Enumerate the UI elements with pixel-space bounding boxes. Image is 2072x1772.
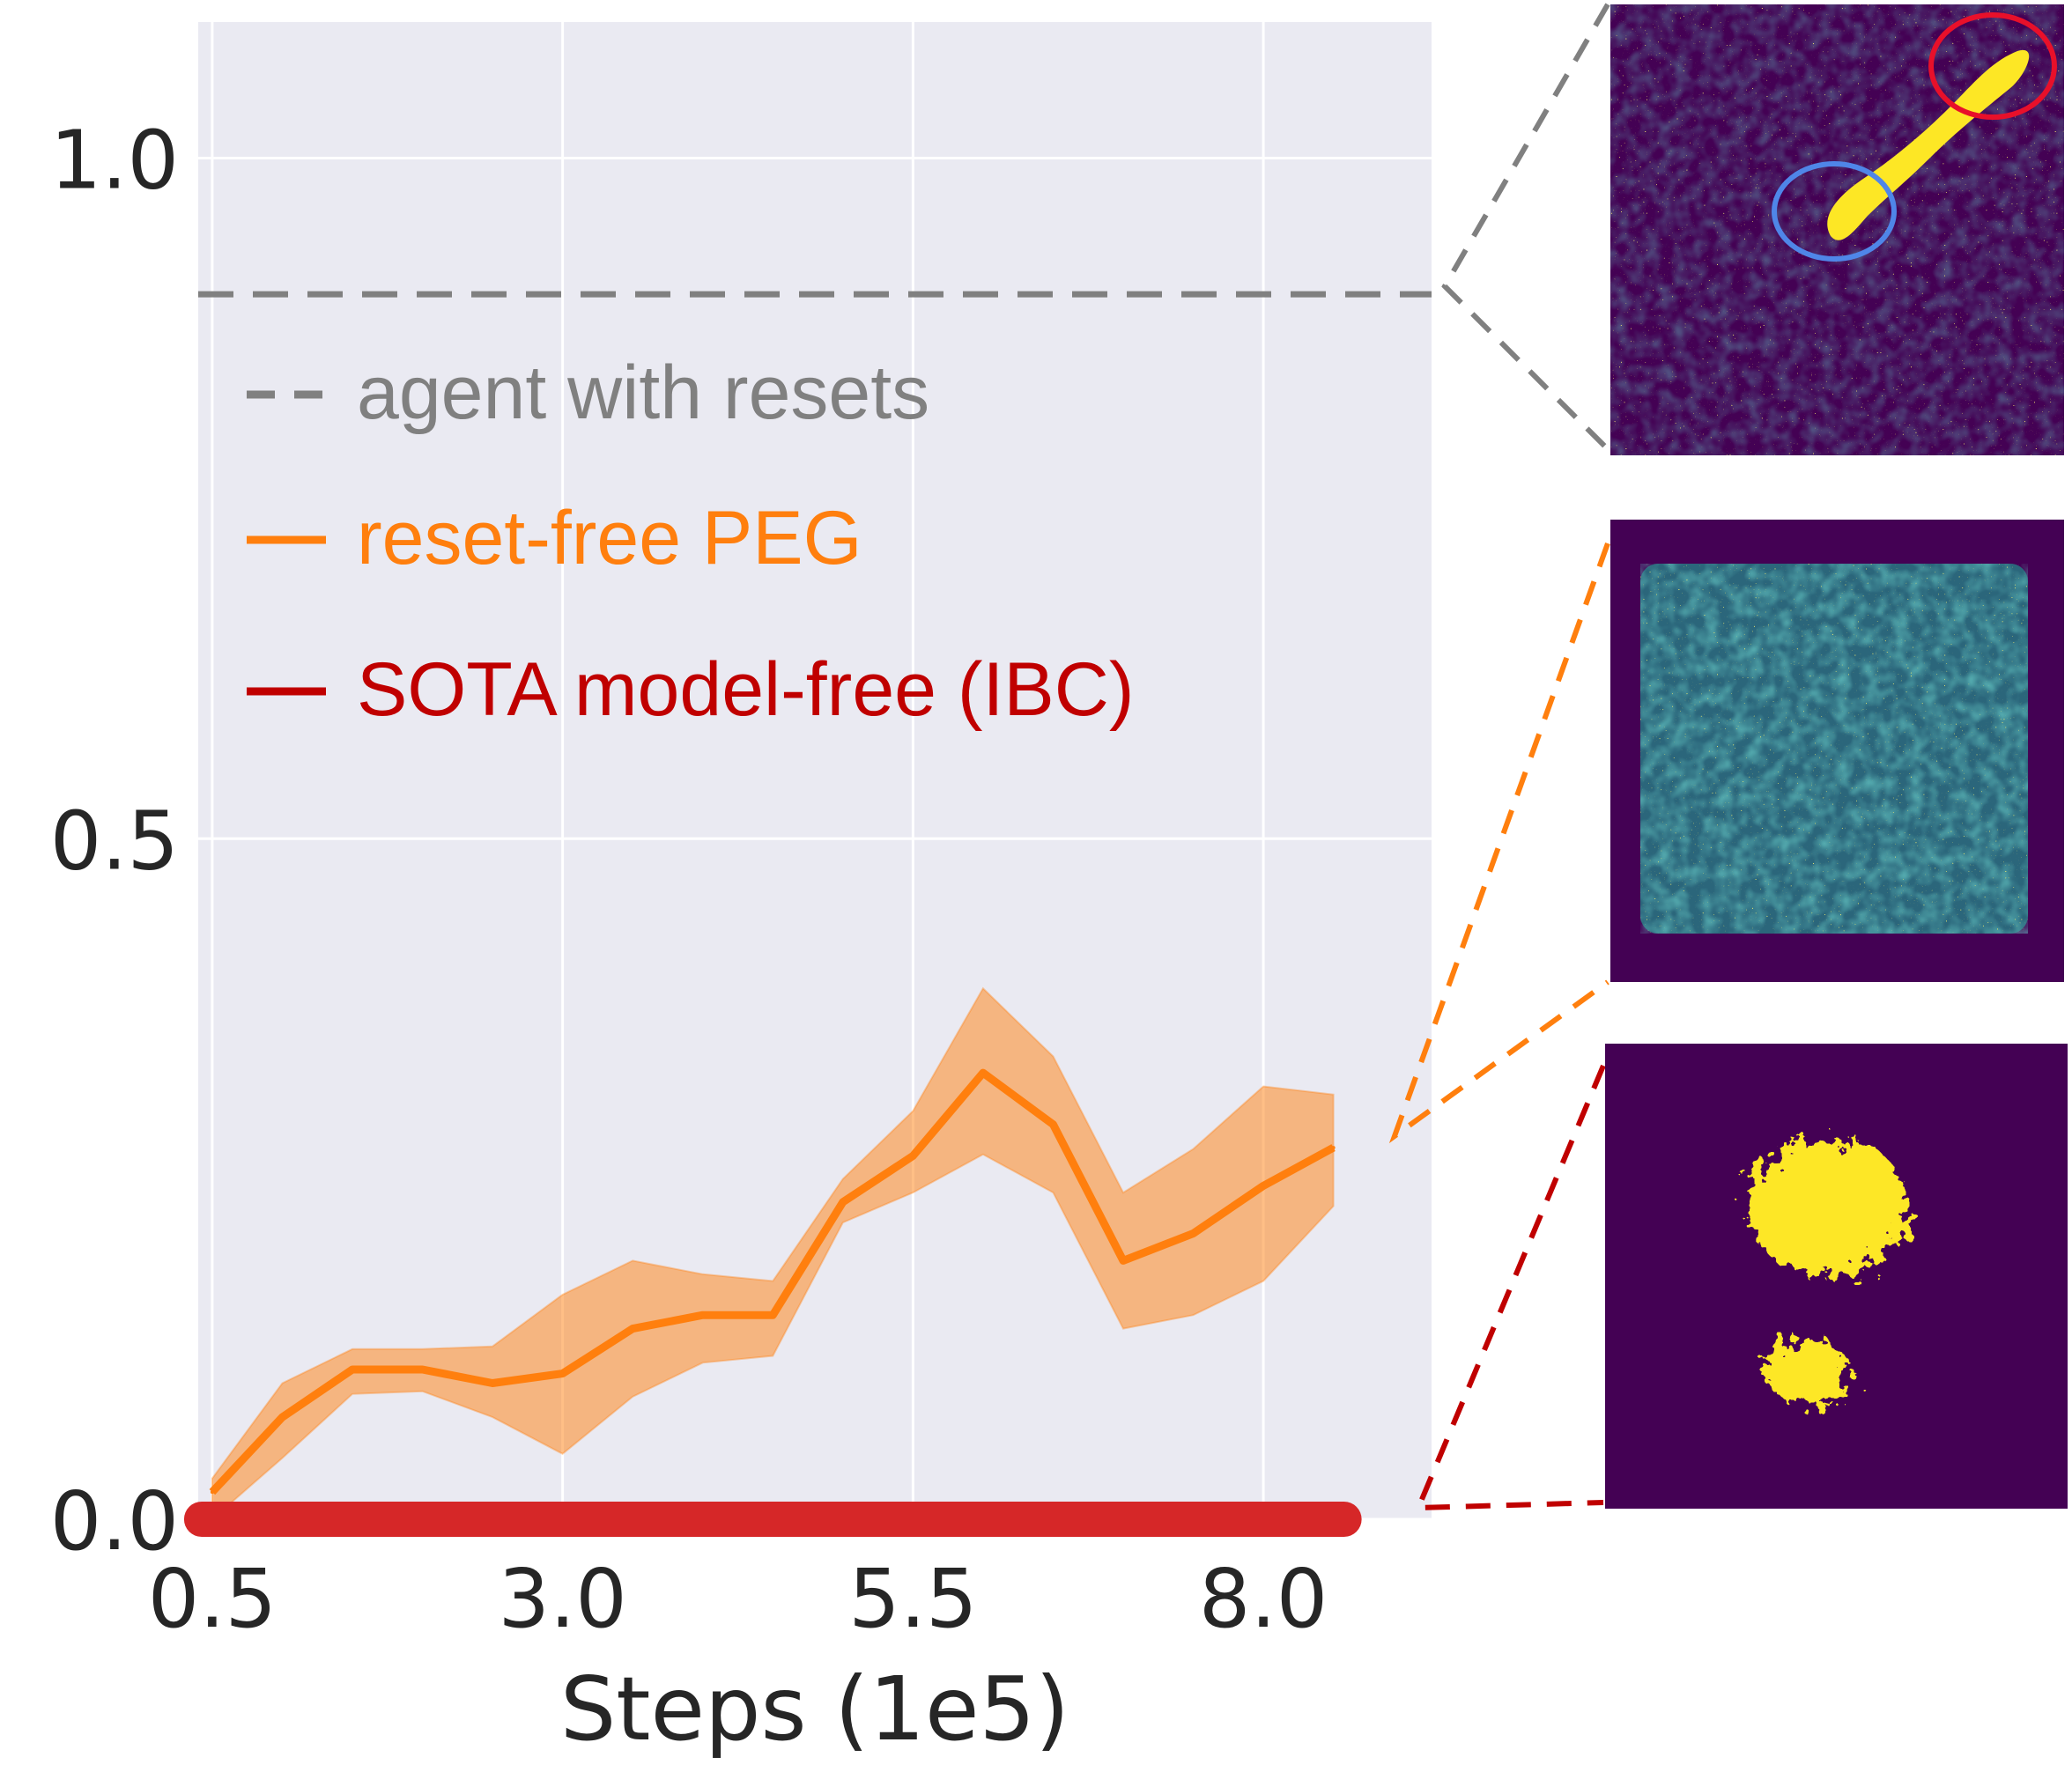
inset-reset-free-peg [1610, 520, 2064, 982]
tick-labels: 0.5 3.0 5.5 8.00.00.51.0 [50, 114, 1328, 1646]
y-tick-label: 0.0 [50, 1474, 179, 1569]
peg-point [491, 1381, 495, 1385]
peg-point [351, 1368, 354, 1371]
goal-circle [1928, 12, 2057, 120]
legend-label: reset-free PEG [357, 496, 862, 580]
peg-point [1331, 1146, 1336, 1150]
x-axis-label: Steps (1e5) [560, 1658, 1069, 1761]
connector-agent-with-resets [1441, 3, 1610, 452]
peg-point [280, 1415, 285, 1420]
peg-point [1051, 1122, 1055, 1126]
start-circle [1772, 161, 1897, 262]
legend: agent with resets reset-free PEG SOTA mode… [247, 351, 1135, 732]
lower-cluster [1766, 1340, 1848, 1405]
peg-point [420, 1368, 425, 1371]
peg-point [771, 1313, 775, 1318]
y-tick-label: 1.0 [50, 114, 179, 208]
peg-point [840, 1200, 845, 1204]
x-tick-label: 0.5 [148, 1552, 277, 1646]
peg-point [1121, 1259, 1125, 1263]
connector-ibc [1414, 1064, 1606, 1511]
legend-label: agent with resets [357, 351, 929, 435]
legend-label: SOTA model-free (IBC) [357, 647, 1135, 732]
y-tick-label: 0.5 [50, 794, 179, 888]
peg-point [700, 1313, 705, 1318]
x-tick-label: 8.0 [1199, 1552, 1328, 1646]
inset-connectors [1388, 3, 1610, 1511]
peg-point [560, 1371, 565, 1376]
trajectory-blob [1827, 49, 2030, 240]
x-tick-label: 5.5 [848, 1552, 977, 1646]
peg-point [980, 1071, 985, 1075]
series-lines [183, 291, 1432, 1537]
x-tick-label: 3.0 [498, 1552, 626, 1646]
plot-area [198, 22, 1432, 1519]
peg-point [1191, 1231, 1195, 1236]
connector-reset-free-peg [1388, 542, 1610, 1144]
peg-point [911, 1154, 915, 1158]
inset-ibc [1605, 1044, 2068, 1509]
peg-point [631, 1326, 635, 1331]
peg-point [1262, 1184, 1266, 1188]
peg-point [210, 1490, 214, 1495]
inset-agent-with-resets [1610, 4, 2064, 455]
upper-cluster [1747, 1140, 1908, 1276]
